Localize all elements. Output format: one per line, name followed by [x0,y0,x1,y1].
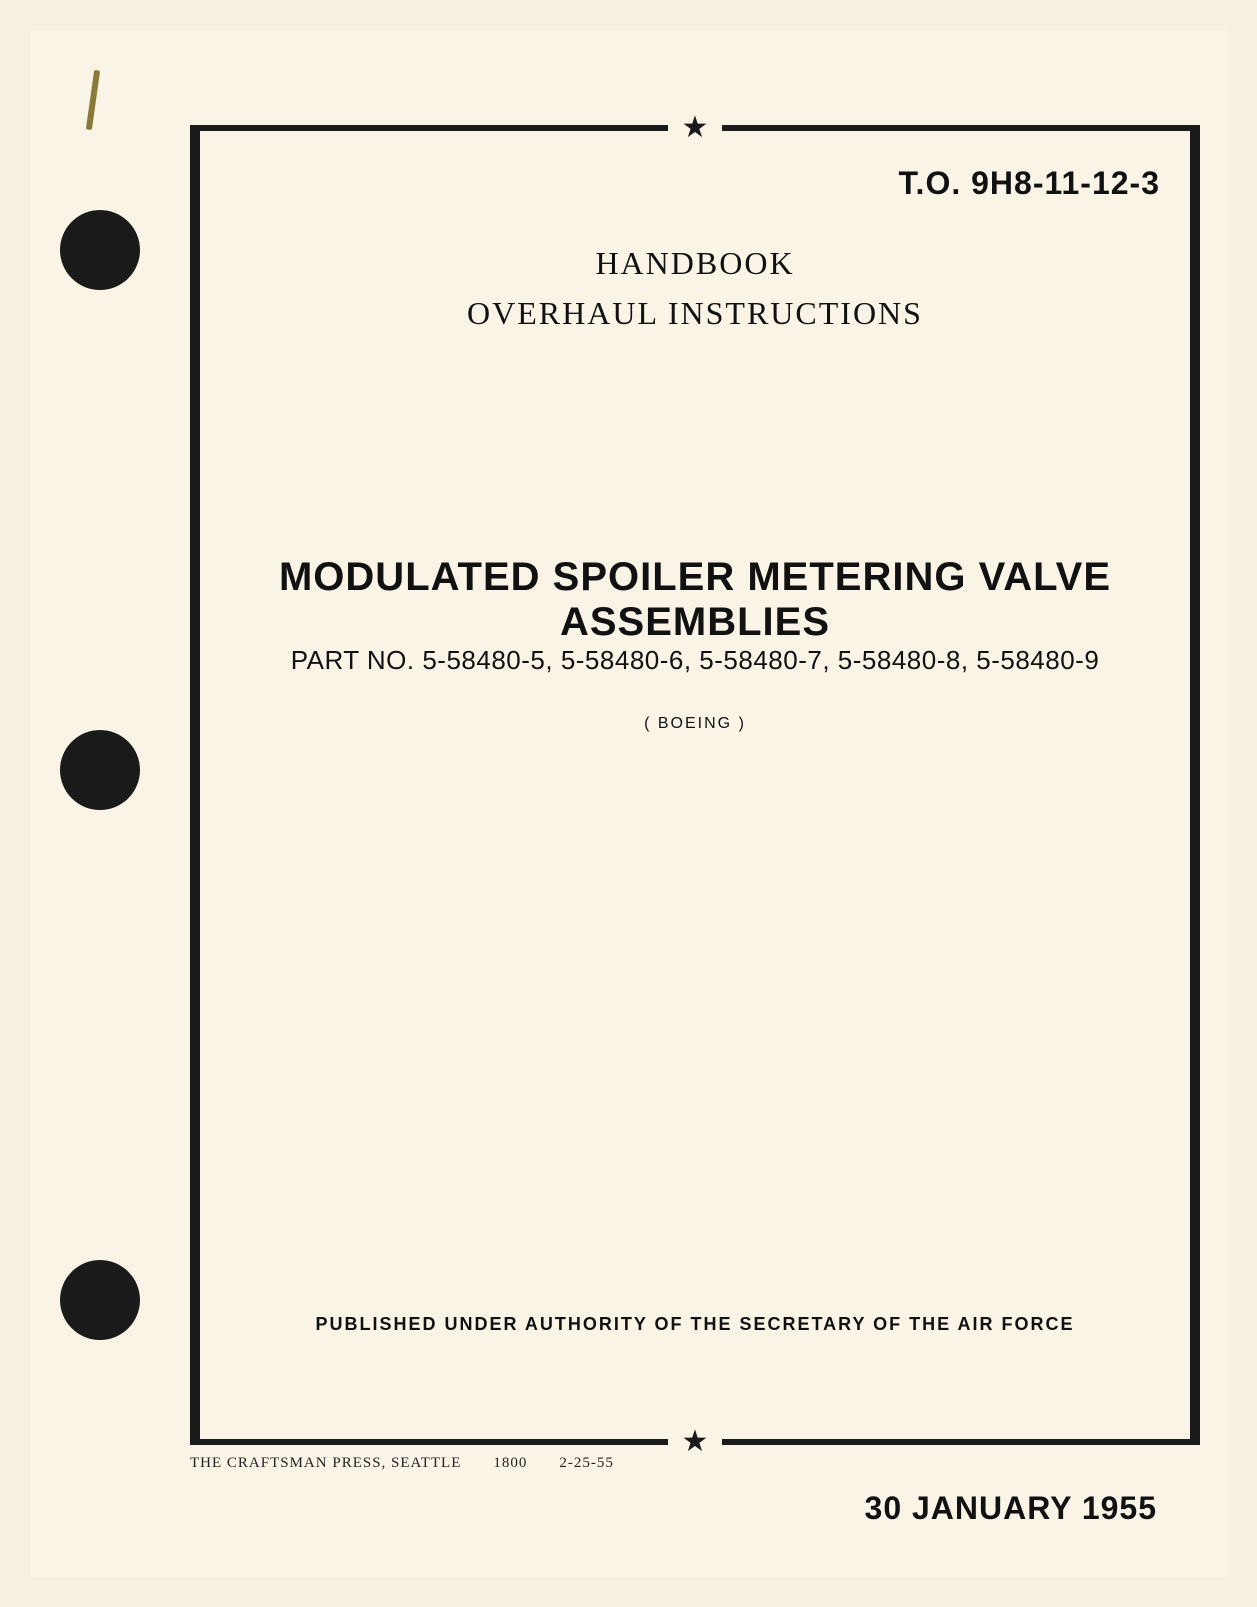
manufacturer: ( BOEING ) [190,715,1200,733]
star-icon-top: ★ [682,113,709,143]
border-top-right [722,125,1200,131]
staple-mark [86,70,100,130]
border-top-left [190,125,668,131]
publication-authority: PUBLISHED UNDER AUTHORITY OF THE SECRETA… [190,1314,1200,1335]
border-bottom-left [190,1439,668,1445]
printer-line: THE CRAFTSMAN PRESS, SEATTLE 1800 2-25-5… [190,1455,614,1472]
hole-punch-1 [60,210,140,290]
heading-overhaul: OVERHAUL INSTRUCTIONS [190,295,1200,332]
document-title: MODULATED SPOILER METERING VALVE ASSEMBL… [190,555,1200,645]
scanned-page: ★ ★ T.O. 9H8-11-12-3 HANDBOOK OVERHAUL I… [30,30,1227,1577]
publication-date: 30 JANUARY 1955 [865,1490,1157,1527]
part-numbers: PART NO. 5-58480-5, 5-58480-6, 5-58480-7… [190,645,1200,676]
star-icon-bottom: ★ [682,1427,709,1457]
hole-punch-3 [60,1260,140,1340]
technical-order-number: T.O. 9H8-11-12-3 [899,165,1160,202]
hole-punch-2 [60,730,140,810]
border-bottom-right [722,1439,1200,1445]
heading-handbook: HANDBOOK [190,245,1200,282]
content-frame: ★ ★ T.O. 9H8-11-12-3 HANDBOOK OVERHAUL I… [190,125,1200,1445]
